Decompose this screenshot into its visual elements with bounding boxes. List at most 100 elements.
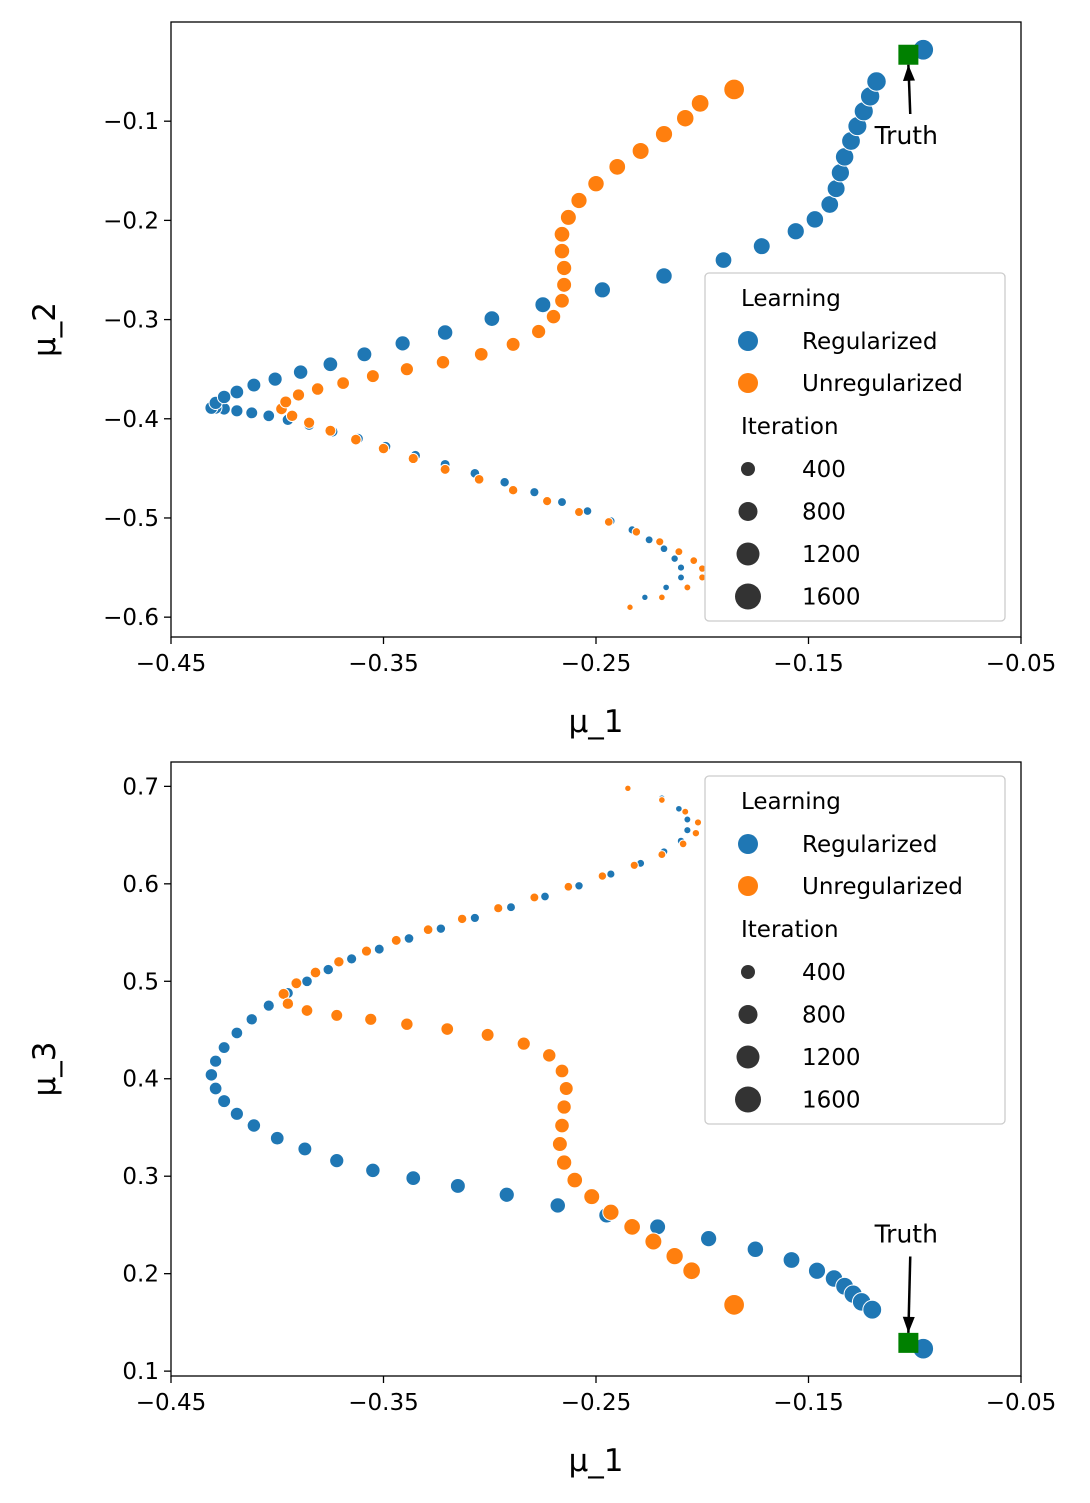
top-legend-iteration-title: Iteration [741,414,839,440]
bottom-unregularized-point [583,1188,601,1206]
bottom-truth-marker [898,1332,919,1353]
bottom-unregularized-point [723,1294,745,1316]
top-regularized-point [483,310,501,327]
bottom-unregularized-point [602,1203,620,1221]
top-regularized-point [752,237,771,256]
bottom-regularized-point [782,1251,801,1269]
bottom-legend-size-1200-marker [736,1045,760,1069]
bottom-unregularized-point [658,796,666,804]
top-unregularized-point [683,583,692,592]
top-legend-size-1600-label: 1600 [802,585,861,611]
bottom-regularized-point [807,1261,827,1280]
top-regularized-point [866,71,887,92]
top-unregularized-point [407,452,419,465]
bottom-regularized-point [329,1153,345,1169]
top-unregularized-point [658,593,666,602]
top-y-ticks: −0.1 −0.2 −0.3 −0.4 −0.5 −0.6 [103,109,171,631]
bottom-regularized-point [245,1013,258,1026]
bottom-unregularized-point [333,956,345,968]
bottom-x-tick-label: −0.15 [773,1390,843,1416]
bottom-x-ticks: −0.45 −0.35 −0.25 −0.15 −0.05 [136,1376,1056,1416]
bottom-unregularized-point [516,1036,531,1051]
top-legend: Learning Regularized Unregularized Itera… [704,272,1006,622]
bottom-regularized-point [229,1106,244,1121]
top-x-axis-label: μ_1 [569,704,624,740]
top-regularized-point [593,281,611,299]
top-x-tick-label: −0.05 [986,651,1056,677]
top-regularized-point [245,406,259,420]
top-unregularized-point [285,409,299,423]
bottom-regularized-point [549,1197,566,1214]
bottom-legend-regularized-marker [738,834,758,854]
top-unregularized-point [553,225,571,243]
top-unregularized-point [505,336,521,352]
top-unregularized-point [553,242,571,260]
top-y-axis-label: μ_2 [27,302,63,357]
top-unregularized-point [559,208,577,226]
top-regularized-point [230,404,244,418]
top-regularized-point [677,573,685,582]
top-x-tick-label: −0.35 [348,651,418,677]
top-regularized-point [322,356,339,373]
bottom-unregularized-point [422,924,434,935]
top-unregularized-point [365,369,380,384]
bottom-unregularized-point [480,1027,495,1042]
bottom-plot-overlay: Truth [874,1219,938,1353]
top-regularized-point [394,335,411,352]
top-unregularized-point [473,473,485,485]
bottom-legend-size-800-label: 800 [802,1003,846,1029]
top-regularized-point [262,409,276,423]
top-unregularized-point [531,323,547,340]
bottom-regularized-point [208,1081,223,1096]
bottom-regularized-point [209,1054,223,1068]
bottom-unregularized-point [400,1017,414,1031]
top-legend-unregularized-label: Unregularized [802,371,963,397]
bottom-regularized-point [435,923,447,934]
top-regularized-point [644,535,654,545]
bottom-unregularized-point [554,1063,570,1079]
bottom-legend-size-1200-label: 1200 [802,1045,861,1071]
top-unregularized-point [603,517,614,527]
top-regularized-point [786,222,805,241]
bottom-regularized-point [217,1041,231,1055]
top-legend-regularized-marker [738,331,758,351]
bottom-x-tick-label: −0.45 [136,1390,206,1416]
top-unregularized-point [608,157,627,176]
top-unregularized-point [303,416,316,429]
bottom-unregularized-point [555,1154,573,1171]
top-regularized-point [356,346,373,363]
bottom-unregularized-point [300,1004,314,1017]
top-regularized-point [714,251,733,269]
bottom-regularized-point [230,1026,244,1040]
bottom-unregularized-point [624,784,632,793]
bottom-unregularized-point [493,903,504,914]
top-regularized-point [826,179,846,199]
bottom-legend-size-400-label: 400 [802,960,846,986]
top-unregularized-point [473,346,489,362]
top-unregularized-point [570,191,588,210]
top-y-tick-label: −0.2 [103,208,159,234]
top-plot-overlay: Truth [874,44,938,150]
top-y-tick-label: −0.1 [103,109,159,135]
bottom-unregularized-point [309,966,322,979]
bottom-truth-annotation: Truth [874,1219,938,1248]
bottom-unregularized-point [597,871,608,881]
top-regularized-point [820,195,840,214]
top-unregularized-point [626,603,634,611]
bottom-y-axis-label: μ_3 [27,1042,63,1097]
top-x-tick-label: −0.45 [136,651,206,677]
top-unregularized-point [279,395,293,409]
top-regularized-point [805,210,825,229]
bottom-unregularized-point [551,1136,568,1153]
bottom-unregularized-point [644,1232,663,1251]
top-legend-learning-title: Learning [741,286,841,312]
bottom-legend-size-1600-marker [735,1086,761,1113]
top-y-tick-label: −0.4 [103,407,159,433]
bottom-unregularized-point [440,1022,455,1036]
bottom-legend-box [704,775,1006,1125]
top-unregularized-point [690,93,710,113]
top-truth-marker [898,44,919,65]
top-legend-unregularized-marker [738,373,758,393]
bottom-regularized-point [862,1299,883,1320]
top-unregularized-point [674,547,684,557]
